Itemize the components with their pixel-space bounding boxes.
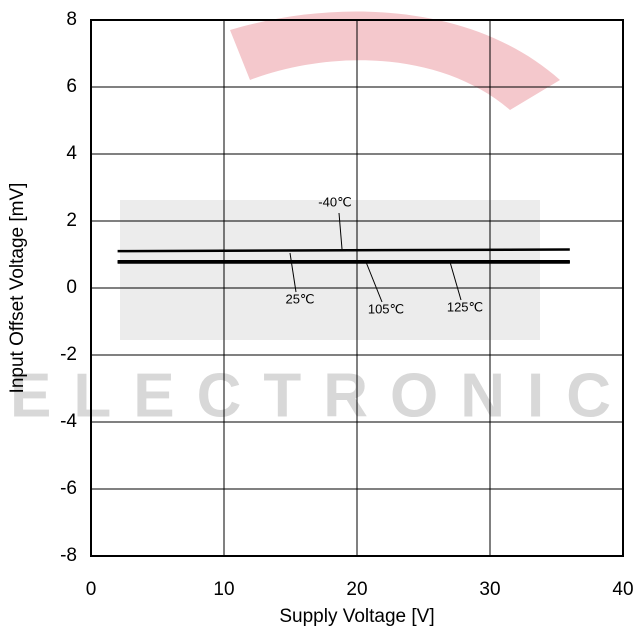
annotation-leader	[289, 252, 297, 293]
watermark-logo	[230, 11, 560, 110]
annotation-leader	[365, 261, 383, 303]
series-label: 125℃	[447, 299, 483, 314]
x-tick-label: 30	[479, 579, 500, 600]
y-tick-label: -2	[60, 344, 77, 365]
series-label: 25℃	[285, 291, 314, 306]
y-tick-label: 4	[66, 143, 77, 164]
x-axis-label: Supply Voltage [V]	[279, 606, 434, 627]
series-label: -40℃	[318, 194, 351, 209]
plot-frame	[90, 19, 624, 557]
y-axis-label: Input Offset Voltage [mV]	[7, 183, 28, 394]
y-tick-label: -4	[60, 411, 77, 432]
series-line	[117, 248, 570, 253]
annotation-leader	[338, 212, 343, 250]
y-tick-label: -6	[60, 478, 77, 499]
y-tick-label: 2	[66, 210, 77, 231]
y-tick-label: -8	[60, 545, 77, 566]
y-tick-label: 8	[66, 9, 77, 30]
y-tick-label: 0	[66, 277, 77, 298]
annotation-leader	[449, 261, 462, 301]
x-tick-label: 40	[612, 579, 633, 600]
y-tick-label: 6	[66, 76, 77, 97]
x-tick-label: 0	[86, 579, 97, 600]
x-tick-label: 10	[213, 579, 234, 600]
watermark: ELECTRONIC	[10, 361, 633, 430]
x-tick-label: 20	[346, 579, 367, 600]
watermark-block	[120, 200, 540, 340]
series-label: 105℃	[368, 301, 404, 316]
